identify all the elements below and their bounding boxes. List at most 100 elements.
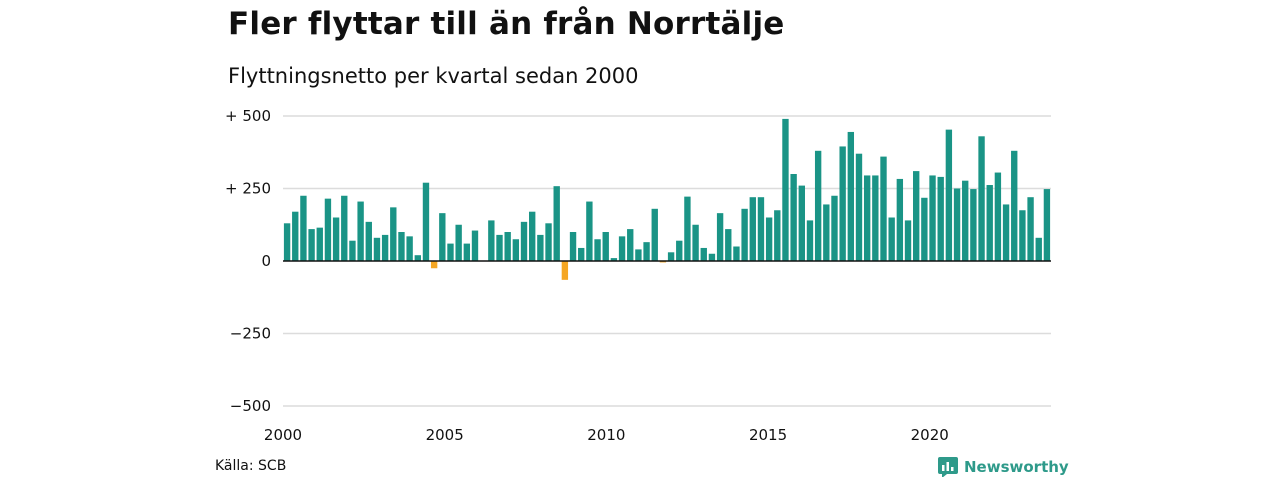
bar <box>716 213 724 261</box>
bar <box>341 195 348 261</box>
bar <box>970 189 977 261</box>
bar <box>904 220 912 261</box>
bar <box>537 234 544 261</box>
bar <box>790 174 797 261</box>
bar <box>308 229 315 261</box>
bar <box>586 201 593 261</box>
bar <box>292 211 299 261</box>
grid-lines <box>283 115 1051 407</box>
bar <box>1011 150 1018 261</box>
bar <box>357 201 364 261</box>
bar <box>398 232 405 261</box>
bar <box>504 232 511 261</box>
bar <box>986 185 993 261</box>
bar <box>520 221 528 261</box>
x-tick-label: 2020 <box>911 426 949 444</box>
bar <box>529 211 536 261</box>
bar <box>733 246 740 261</box>
brand[interactable]: Newsworthy <box>938 457 1069 477</box>
bar <box>561 261 569 280</box>
bar <box>594 239 601 261</box>
bar <box>888 217 895 261</box>
bar <box>757 197 765 261</box>
bar <box>863 175 871 261</box>
bar <box>422 182 430 261</box>
bar <box>381 234 389 261</box>
bar <box>684 196 691 261</box>
bar <box>627 229 634 261</box>
bar <box>406 236 413 261</box>
chart-subtitle: Flyttningsnetto per kvartal sedan 2000 <box>228 64 639 88</box>
x-tick-label: 2015 <box>749 426 787 444</box>
bar <box>324 198 332 261</box>
bar <box>635 249 642 261</box>
bar <box>316 227 323 261</box>
bar <box>945 129 953 261</box>
bar <box>896 178 904 261</box>
bar <box>610 258 618 261</box>
bar <box>439 213 446 261</box>
bar <box>414 255 421 261</box>
bar <box>814 150 822 261</box>
x-tick-label: 2000 <box>264 426 302 444</box>
bar <box>553 186 560 261</box>
bar <box>1035 237 1042 261</box>
bar <box>618 236 626 261</box>
bar <box>283 223 291 261</box>
bar <box>872 175 879 261</box>
bar <box>823 204 830 261</box>
bar <box>855 153 863 261</box>
bar <box>1027 197 1034 261</box>
bar <box>798 185 805 261</box>
y-tick-label: + 500 <box>225 107 271 125</box>
bar <box>839 146 846 261</box>
bars <box>283 118 1051 280</box>
bar <box>749 197 756 261</box>
bar <box>471 230 479 261</box>
bar <box>937 176 944 261</box>
bar <box>1043 189 1051 261</box>
bar <box>929 175 936 261</box>
brand-name: Newsworthy <box>964 458 1069 476</box>
bar <box>741 208 748 261</box>
bar <box>921 197 928 261</box>
chart-title: Fler flyttar till än från Norrtälje <box>228 6 785 42</box>
bar <box>643 242 650 261</box>
source-note: Källa: SCB <box>215 458 287 474</box>
bar <box>349 240 356 261</box>
bar <box>651 208 658 261</box>
bar <box>806 220 814 261</box>
bar <box>602 232 609 261</box>
bar <box>512 239 520 261</box>
y-tick-label: −500 <box>230 397 271 415</box>
y-tick-label: 0 <box>261 252 271 270</box>
bar <box>978 136 985 261</box>
bar <box>953 188 961 261</box>
y-tick-label: −250 <box>230 325 271 343</box>
bar <box>390 207 397 261</box>
bar <box>880 156 887 261</box>
bar <box>994 172 1002 261</box>
bar <box>765 217 773 261</box>
bar <box>692 224 699 261</box>
bar <box>1019 210 1026 261</box>
bar <box>430 261 438 269</box>
bar <box>847 131 855 261</box>
y-tick-label: + 250 <box>225 180 271 198</box>
bar <box>725 229 732 261</box>
newsworthy-logo-icon <box>938 457 958 477</box>
bar <box>373 237 381 261</box>
bar <box>667 252 675 261</box>
bar <box>774 210 781 261</box>
x-tick-label: 2005 <box>426 426 464 444</box>
x-tick-label: 2010 <box>587 426 625 444</box>
bar <box>913 171 920 261</box>
bar <box>463 243 471 261</box>
bar <box>496 234 503 261</box>
bar <box>1002 204 1010 261</box>
bar <box>700 247 707 261</box>
bar <box>578 247 585 261</box>
bar <box>488 220 495 261</box>
bar <box>708 253 716 261</box>
